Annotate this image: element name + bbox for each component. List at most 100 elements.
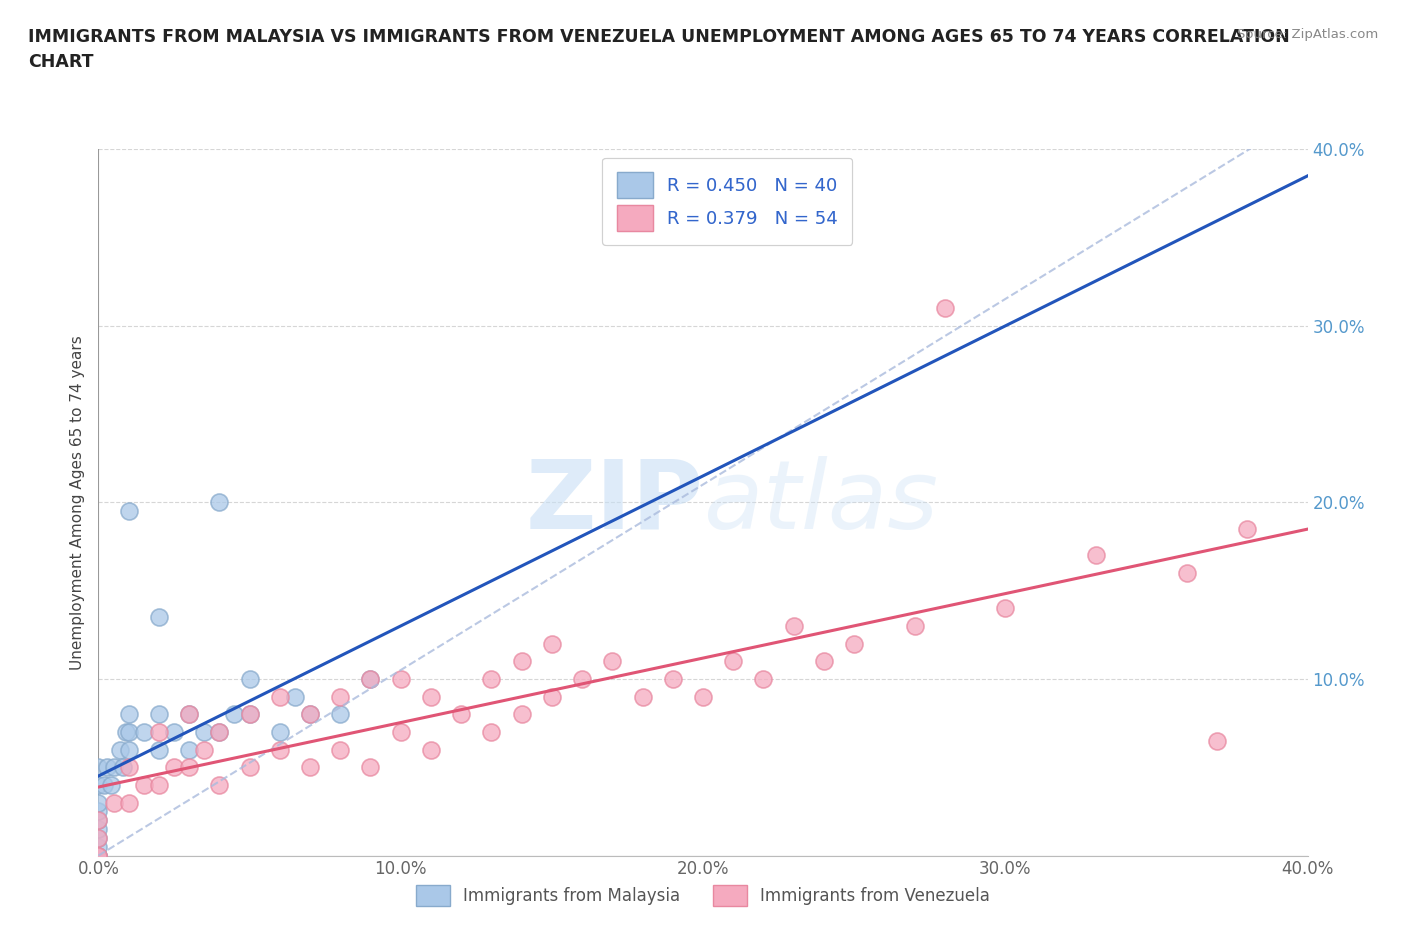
Point — [389, 671, 412, 686]
Point — [132, 777, 155, 792]
Point — [87, 813, 110, 828]
Point — [193, 742, 215, 757]
Point — [148, 777, 170, 792]
Point — [87, 848, 110, 863]
Point — [360, 760, 382, 775]
Point — [87, 804, 110, 819]
Point — [177, 707, 201, 722]
Point — [904, 618, 927, 633]
Point — [87, 848, 110, 863]
Point — [132, 724, 155, 739]
Legend: Immigrants from Malaysia, Immigrants from Venezuela: Immigrants from Malaysia, Immigrants fro… — [409, 879, 997, 912]
Point — [299, 760, 322, 775]
Point — [177, 707, 201, 722]
Point — [239, 671, 262, 686]
Point — [481, 671, 503, 686]
Point — [284, 689, 307, 704]
Point — [239, 760, 262, 775]
Legend: R = 0.450   N = 40, R = 0.379   N = 54: R = 0.450 N = 40, R = 0.379 N = 54 — [602, 158, 852, 245]
Point — [510, 654, 533, 669]
Point — [193, 724, 215, 739]
Point — [148, 707, 170, 722]
Point — [1206, 733, 1229, 748]
Point — [87, 848, 110, 863]
Point — [299, 707, 322, 722]
Point — [87, 777, 110, 792]
Point — [540, 689, 562, 704]
Point — [208, 495, 231, 510]
Point — [269, 724, 291, 739]
Point — [239, 707, 262, 722]
Point — [87, 848, 110, 863]
Point — [1175, 565, 1198, 580]
Point — [114, 724, 136, 739]
Point — [108, 742, 131, 757]
Point — [118, 742, 141, 757]
Point — [93, 777, 115, 792]
Point — [177, 742, 201, 757]
Point — [96, 760, 118, 775]
Point — [208, 777, 231, 792]
Point — [419, 742, 441, 757]
Y-axis label: Unemployment Among Ages 65 to 74 years: Unemployment Among Ages 65 to 74 years — [69, 335, 84, 670]
Point — [239, 707, 262, 722]
Point — [163, 724, 186, 739]
Point — [934, 300, 956, 315]
Point — [118, 504, 141, 519]
Point — [329, 689, 352, 704]
Point — [118, 760, 141, 775]
Point — [118, 795, 141, 810]
Point — [111, 760, 134, 775]
Point — [103, 795, 125, 810]
Point — [661, 671, 683, 686]
Point — [844, 636, 866, 651]
Point — [87, 848, 110, 863]
Point — [87, 839, 110, 854]
Point — [87, 822, 110, 837]
Text: atlas: atlas — [703, 456, 938, 549]
Point — [87, 760, 110, 775]
Text: Source: ZipAtlas.com: Source: ZipAtlas.com — [1237, 28, 1378, 41]
Point — [571, 671, 593, 686]
Point — [148, 610, 170, 625]
Point — [87, 795, 110, 810]
Point — [481, 724, 503, 739]
Point — [163, 760, 186, 775]
Point — [329, 707, 352, 722]
Point — [510, 707, 533, 722]
Point — [752, 671, 775, 686]
Point — [602, 654, 624, 669]
Point — [692, 689, 714, 704]
Point — [360, 671, 382, 686]
Point — [208, 724, 231, 739]
Point — [1085, 548, 1108, 563]
Text: IMMIGRANTS FROM MALAYSIA VS IMMIGRANTS FROM VENEZUELA UNEMPLOYMENT AMONG AGES 65: IMMIGRANTS FROM MALAYSIA VS IMMIGRANTS F… — [28, 28, 1289, 71]
Point — [994, 601, 1017, 616]
Point — [100, 777, 122, 792]
Point — [118, 724, 141, 739]
Point — [299, 707, 322, 722]
Point — [450, 707, 472, 722]
Point — [389, 724, 412, 739]
Point — [118, 707, 141, 722]
Text: ZIP: ZIP — [524, 456, 703, 549]
Point — [782, 618, 804, 633]
Point — [269, 742, 291, 757]
Point — [813, 654, 835, 669]
Point — [721, 654, 744, 669]
Point — [419, 689, 441, 704]
Point — [87, 830, 110, 845]
Point — [329, 742, 352, 757]
Point — [540, 636, 562, 651]
Point — [87, 813, 110, 828]
Point — [208, 724, 231, 739]
Point — [269, 689, 291, 704]
Point — [87, 830, 110, 845]
Point — [148, 724, 170, 739]
Point — [631, 689, 654, 704]
Point — [103, 760, 125, 775]
Point — [224, 707, 246, 722]
Point — [177, 760, 201, 775]
Point — [360, 671, 382, 686]
Point — [1236, 521, 1258, 536]
